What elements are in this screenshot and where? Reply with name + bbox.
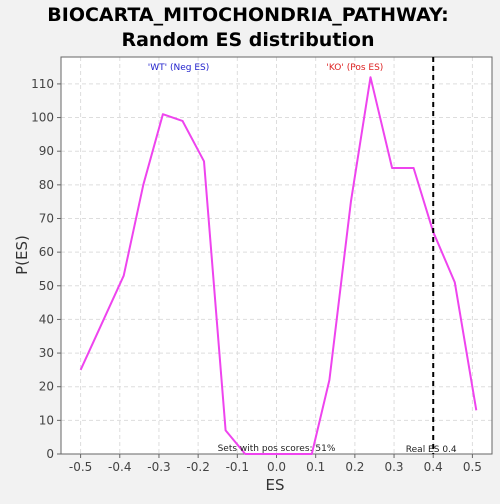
group-label: 'KO' (Pos ES) — [326, 63, 383, 73]
x-tick-label: -0.1 — [226, 460, 249, 474]
y-tick-label: 90 — [39, 144, 54, 158]
y-tick-label: 10 — [39, 413, 54, 427]
x-tick-label: 0.5 — [463, 460, 482, 474]
y-axis-title: P(ES) — [13, 235, 31, 275]
y-tick-label: 40 — [39, 312, 54, 326]
x-tick-label: 0.4 — [424, 460, 443, 474]
x-axis-title: ES — [266, 476, 285, 494]
group-label: 'WT' (Neg ES) — [148, 63, 209, 73]
y-tick-label: 80 — [39, 178, 54, 192]
chart-title-line-2: Random ES distribution — [121, 29, 374, 51]
y-tick-label: 60 — [39, 245, 54, 259]
y-tick-label: 70 — [39, 211, 54, 225]
real-es-label: Real ES 0.4 — [406, 445, 457, 455]
x-tick-label: 0.1 — [306, 460, 325, 474]
y-tick-label: 110 — [31, 77, 54, 91]
x-tick-label: 0.2 — [345, 460, 364, 474]
x-tick-label: 0.0 — [267, 460, 286, 474]
pos-scores-annotation: Sets with pos scores: 51% — [218, 444, 336, 454]
x-tick-label: -0.5 — [69, 460, 92, 474]
y-tick-label: 50 — [39, 279, 54, 293]
y-tick-label: 100 — [31, 111, 54, 125]
x-tick-label: -0.3 — [147, 460, 170, 474]
plot-area: -0.5 -0.4 -0.3 -0.2 -0.1 0.0 0.1 0.2 0.3 0.4 0.5 0 1… — [31, 56, 493, 474]
y-tick-label: 0 — [46, 447, 54, 461]
series-line — [79, 76, 478, 455]
y-tick-label: 30 — [39, 346, 54, 360]
x-tick-label: -0.4 — [108, 460, 131, 474]
chart-title-line-1: BIOCARTA_MITOCHONDRIA_PATHWAY: — [47, 4, 448, 26]
x-tick-label: 0.3 — [384, 460, 403, 474]
y-tick-label: 20 — [39, 380, 54, 394]
x-tick-label: -0.2 — [186, 460, 209, 474]
